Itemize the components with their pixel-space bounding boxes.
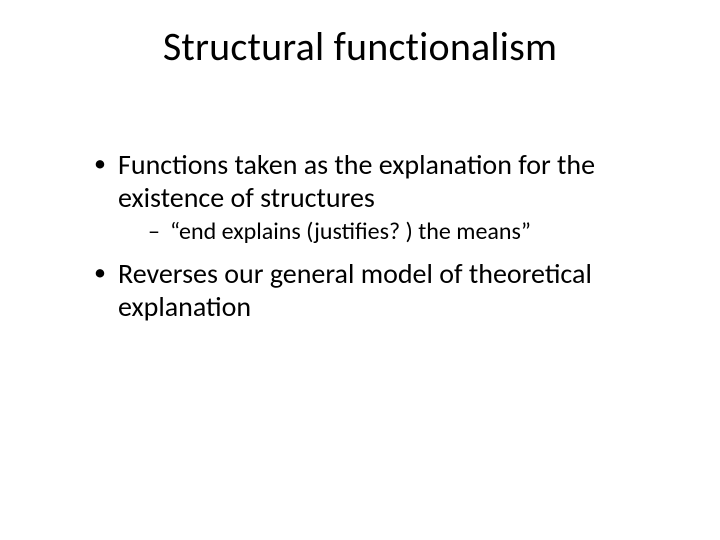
bullet-list: Functions taken as the explanation for t… bbox=[90, 148, 650, 323]
bullet-text: Reverses our general model of theoretica… bbox=[118, 256, 592, 324]
bullet-text: Functions taken as the explanation for t… bbox=[118, 147, 595, 215]
slide-body: Functions taken as the explanation for t… bbox=[90, 148, 650, 329]
sub-bullet-item: “end explains (justifies? ) the means” bbox=[148, 218, 650, 247]
bullet-item: Functions taken as the explanation for t… bbox=[90, 148, 650, 247]
slide: Structural functionalism Functions taken… bbox=[0, 0, 720, 540]
sub-bullet-text: “end explains (justifies? ) the means” bbox=[170, 217, 531, 246]
bullet-item: Reverses our general model of theoretica… bbox=[90, 257, 650, 323]
sub-bullet-list: “end explains (justifies? ) the means” bbox=[118, 218, 650, 247]
slide-title: Structural functionalism bbox=[0, 22, 720, 71]
